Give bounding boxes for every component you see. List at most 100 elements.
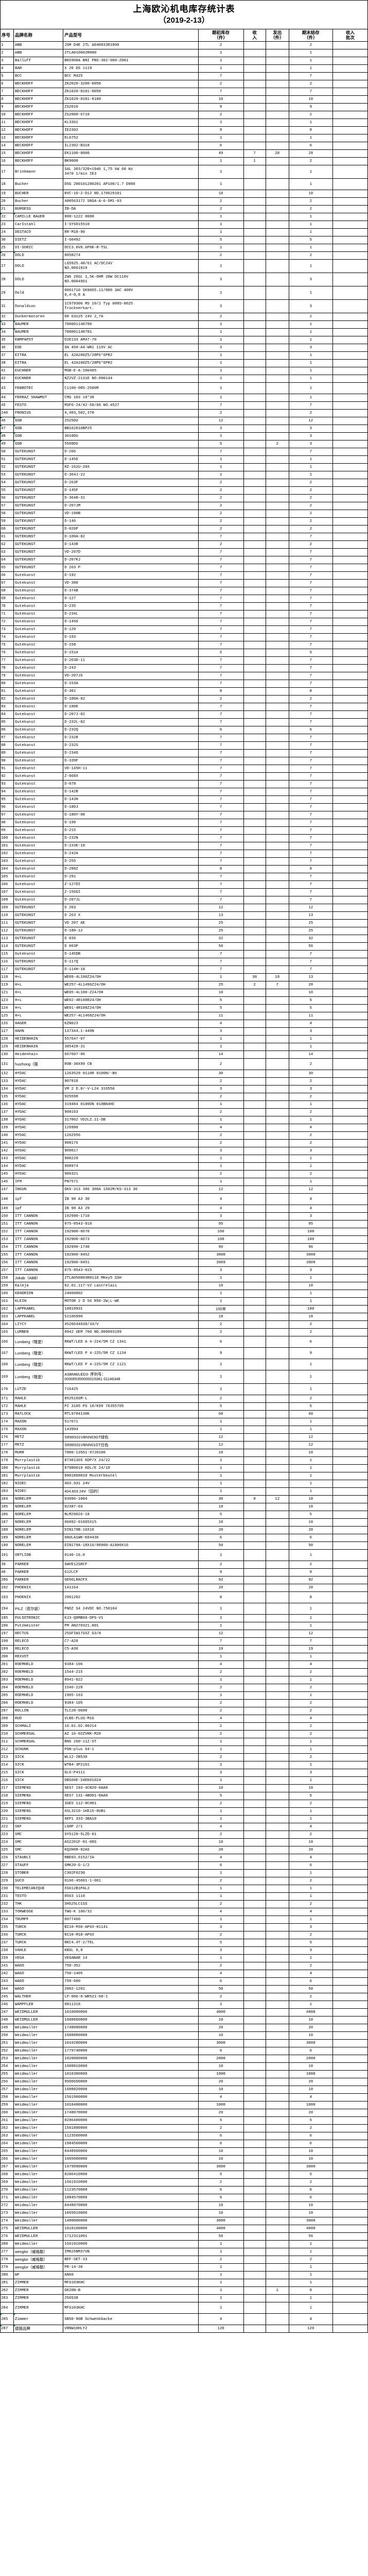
table-row[interactable]: 271 Weidmuller 1984570000 6 6 (0, 2194, 368, 2202)
table-row[interactable]: 196 Putzmeister PM AN270321.001 1 1 (0, 1622, 368, 1631)
table-row[interactable]: 250 Weidmuller 1608800000 10 10 (0, 2031, 368, 2040)
table-row[interactable]: 135 HYDAC 925598 2 2 (0, 1093, 368, 1101)
table-row[interactable]: 28 DOLD ZWS 20SL 1,5K-OHM 20W DC110V NO.00… (0, 273, 368, 287)
table-row[interactable]: 155 ITT CANNON 192900-0452 3000 3000 (0, 1251, 368, 1260)
table-row[interactable]: 188 NORELEM DIN179B-16X16 20 20 (0, 1526, 368, 1535)
table-row[interactable]: 145 HYDAC 906321 2 2 (0, 1170, 368, 1179)
table-row[interactable]: 225 SMC KQ2H08-02AS 20 20 (0, 1846, 368, 1855)
table-row[interactable]: 13 BECKHOFF EL6752 1 1 (0, 134, 368, 143)
table-row[interactable]: 3 Balluff BNI000A BNI PBS-302-000-Z001 1 1 (0, 57, 368, 65)
table-row[interactable]: 42 EUCHNER NZ2VZ-2131E NO.090144 1 1 (0, 375, 368, 383)
table-row[interactable]: 182 NIDEC 403.931 24V 1 1 (0, 1480, 368, 1488)
table-row[interactable]: 69 Gutekunst D-127 7 7 (0, 595, 368, 603)
table-row[interactable]: 150 ITT CANNON 192990-1710 3 3 (0, 1212, 368, 1221)
table-row[interactable]: 87 Gutekunst D-232R 7 7 (0, 734, 368, 742)
table-row[interactable]: 193 PHOENIX 2961202 8 8 (0, 1591, 368, 1604)
table-row[interactable]: 31 Donaldson 1C979300 MS 10/2 Typ 0005-002… (0, 299, 368, 314)
table-row[interactable]: 129 HEIDENHAIN 385428-31 1 1 (0, 1043, 368, 1052)
table-row[interactable]: 25 DI-SORIC DCC3.0V0.6P0K-R-TSL 1 1 (0, 244, 368, 252)
table-row[interactable]: 72 Gutekunst D-145G 7 7 (0, 618, 368, 626)
table-row[interactable]: 9 BECKHOFF ZS2010 9 9 (0, 103, 368, 112)
table-row[interactable]: 235 TURCK BI10-M30-AP6X-H1141 3 3 (0, 1923, 368, 1932)
table-row[interactable]: 133 HYDAC 907818 2 2 (0, 1077, 368, 1086)
table-row[interactable]: 211 SCHMERSAL BNS 260-11Z-ST 1 1 (0, 1738, 368, 1747)
table-row[interactable]: 144 HYDAC 908974 1 1 (0, 1162, 368, 1171)
table-row[interactable]: 15 BECKHOFF EK1100-0000 49 7 28 28 (0, 149, 368, 158)
table-row[interactable]: 229 SUCO 0166-45601-1-001 2 2 (0, 1877, 368, 1886)
table-row[interactable]: 181 Murrplastik 8901868010 Musterbeutel 1 1 (0, 1472, 368, 1481)
table-row[interactable]: 246 WAMPFLER 0811318 1 1 (0, 2001, 368, 2009)
table-row[interactable]: 259 Weidmuller 1010400000 1000 1000 (0, 2101, 368, 2110)
table-row[interactable]: 86 Gutekunst D-232Q 6 6 (0, 726, 368, 735)
table-row[interactable]: 53 GUTEKUNST D-364J-22 1 1 (0, 471, 368, 480)
table-row[interactable]: 264 Weidmuller 1984560000 6 6 (0, 2140, 368, 2148)
table-row[interactable]: 202 ROEMHELD 1544-215 2 2 (0, 1668, 368, 1677)
table-row[interactable]: 138 HYDAC 317062 VD2LZ.11-DB 1 1 (0, 1116, 368, 1125)
table-row[interactable]: 4 BAR X 20 DS 1119 1 1 (0, 64, 368, 73)
table-row[interactable]: 156 ITT CANNON 192900-0451 3909 3909 (0, 1259, 368, 1267)
table-row[interactable]: 228 STOBER C302F0230 1 1 (0, 1869, 368, 1878)
table-row[interactable]: 6 BECKHOFF ZK2020-3200-0050 2 2 (0, 80, 368, 89)
table-row[interactable]: 62 GUTEKUNST D-143R 2 2 (0, 540, 368, 549)
table-row[interactable]: 237 TURCK RKC4.4T-2/TEL 5 5 (0, 1939, 368, 1947)
table-row[interactable]: 48 GGB 3010DU 3 3 (0, 432, 368, 441)
table-row[interactable]: 22 CAMILLE BAUER 808-1222 0000 1 1 (0, 213, 368, 222)
table-row[interactable]: 255 Weidmuller 1010300000 1000 1000 (0, 2070, 368, 2079)
table-row[interactable]: 249 Weidmuller 1748080000 20 20 (0, 2024, 368, 2032)
table-row[interactable]: 121 H+L WE05-4L100-Z24/OH 10 10 (0, 989, 368, 997)
table-row[interactable]: 90 Gutekunst D-339F 7 7 (0, 757, 368, 766)
table-row[interactable]: 147 INGUN GKS-313 306 300A 1502M/KS-313 30… (0, 1185, 368, 1194)
table-row[interactable]: 125 H+L WE257-4L1468Z24/OH 11 11 (0, 1012, 368, 1021)
table-row[interactable]: 263 Weidmuller 1123560000 6 6 (0, 2132, 368, 2141)
table-row[interactable]: 93 Gutekunst D-078 7 7 (0, 780, 368, 789)
table-row[interactable]: 214 SICK WTB4-3P2161 1 1 (0, 1761, 368, 1770)
table-row[interactable]: 114 GUTEKUNST D 063P 56 56 (0, 942, 368, 951)
table-row[interactable]: 175 MAXON 143994 1 1 (0, 1426, 368, 1434)
table-row[interactable]: 158 Jokab（ABB） 2TLA050003R0110 MKey5 SSH 1 1 (0, 1274, 368, 1283)
table-row[interactable]: 173 MATLOCK MTL9784130K 60 60 (0, 1410, 368, 1419)
table-row[interactable]: 37 EITRA EL 42A200Z5/28P6*6PR2 1 1 (0, 351, 368, 360)
table-row[interactable]: 187 NORELEM 06092-01065X15 10 10 (0, 1518, 368, 1527)
table-row[interactable]: 35 EBMPAPST D2E133 AM47-70 1 1 (0, 336, 368, 345)
table-row[interactable]: 169 Lumberg（隆堡） ASBM8/LED3- 序列号： 000065355… (0, 1370, 368, 1384)
table-row[interactable]: 162 LAPPKABEL 10019931 100米 100 (0, 1305, 368, 1314)
table-row[interactable]: 186 NORELEM NLM29026-18 5 5 (0, 1511, 368, 1519)
table-row[interactable]: 106 Gutekunst Z-127DI 7 7 (0, 880, 368, 889)
table-row[interactable]: 171 MAHLE 852516SM-L 2 2 (0, 1395, 368, 1403)
table-row[interactable]: 288 Weidmuller 1561910000 1 1 (0, 2240, 368, 2249)
table-row[interactable]: 220 SIEMENS 6SL3210-1KE15-8UB1 1 1 (0, 1807, 368, 1816)
table-row[interactable]: 260 Weidmuller 1748070000 20 20 (0, 2109, 368, 2117)
table-row[interactable]: 266 Weidmuller 1065000000 10 10 (0, 2155, 368, 2164)
table-row[interactable]: 272 Weidmuller 8448970000 10 10 (0, 2201, 368, 2210)
table-row[interactable]: 146 IFM PN7571 1 1 (0, 1178, 368, 1187)
table-row[interactable]: 205 ROEMHELD 1905-163 1 1 (0, 1691, 368, 1700)
table-row[interactable]: 132 HYDAC 1263529 0110R 0100N/-B6 30 30 (0, 1070, 368, 1078)
table-row[interactable]: 277 wenglor（威格勒） IM025NM37VB 1 1 (0, 2248, 368, 2257)
table-row[interactable]: 176 METZ SR99S01VBNN03GT绿色 12 12 (0, 1433, 368, 1442)
table-row[interactable]: 232 THK SHS25LC1SS 2 2 (0, 1900, 368, 1909)
table-row[interactable]: 12 BECKHOFF IE2302 9 9 (0, 126, 368, 135)
table-row[interactable]: 267 Weidmuller 1479990000 3000 3000 (0, 2163, 368, 2172)
table-row[interactable]: 197 RECTUS 25SFIW17SXZ G3/8 12 12 (0, 1630, 368, 1638)
table-row[interactable]: 282 ZIMMER GK20N-B 1 1 0 (0, 2286, 368, 2295)
table-row[interactable]: 221 SIEMENS 6EP1 333-3BA10 1 1 (0, 1815, 368, 1824)
table-row[interactable]: 243 WAGO 750-600 6 6 (0, 1977, 368, 1986)
table-row[interactable]: 157 ITT CANNON 075-8543-015 3 3 (0, 1266, 368, 1275)
table-row[interactable]: 191 ORTLIDB 0140-16.0 1 1 (0, 1549, 368, 1562)
table-row[interactable]: 286 PARKER GE06LRACFX 92 92 (0, 1576, 368, 1585)
table-row[interactable]: 154 ITT CANNON 192990-1740 96 96 (0, 1243, 368, 1252)
table-row[interactable]: 281 ZIMMER MFS103KHC 1 1 (0, 2279, 368, 2287)
table-row[interactable]: 19 BUCHER RVC-10-2-D12 NO.170629101 10 10 (0, 190, 368, 198)
table-row[interactable]: 97 Gutekunst D-180Y-08 7 7 (0, 811, 368, 820)
table-row[interactable]: 118 H+L WE09-4L100Z24/OH 1 30 18 13 (0, 973, 368, 982)
table-row[interactable]: 209 SCHMALZ 10.01.02.00214 2 2 (0, 1722, 368, 1731)
table-row[interactable]: 183 NIDEC 404.603 24V（旧的） 1 1 (0, 1487, 368, 1496)
table-row[interactable]: 21 BURGESS IB-DA 2 2 (0, 205, 368, 214)
table-row[interactable]: 136 HYDAC 319484 0100DN 010BN4HC 1 1 (0, 1100, 368, 1109)
table-row[interactable]: 223 SMC SY5120-5LZD-01 2 2 (0, 1831, 368, 1839)
table-row[interactable]: 201 ROEMHELD 9384-106 4 4 (0, 1660, 368, 1669)
table-row[interactable]: 204 ROEMHELD 1546-228 2 2 (0, 1684, 368, 1692)
table-row[interactable]: 172 MAHLE PI 3105 PS 10/K99 76355705 5 5 (0, 1402, 368, 1411)
table-row[interactable]: 207 ROLLON TLC28-0600 2 2 (0, 1707, 368, 1716)
